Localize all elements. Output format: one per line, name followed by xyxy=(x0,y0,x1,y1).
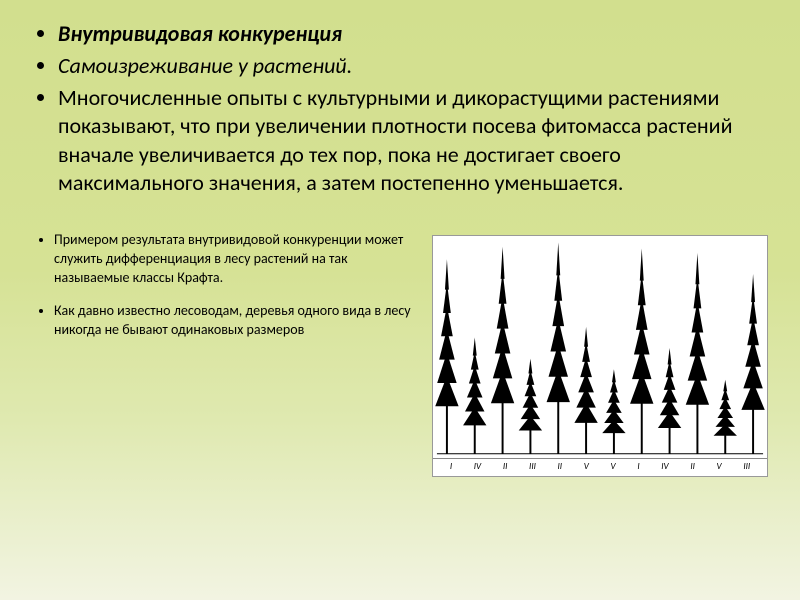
kraft-class-label: I xyxy=(450,461,452,472)
kraft-class-label: IV xyxy=(661,461,668,472)
title-text: Внутривидовая конкуренция xyxy=(58,20,342,47)
small-bullet-2: Как давно известно лесоводам, деревья од… xyxy=(54,302,412,340)
small-bullet-list: Примером результата внутривидовой конкур… xyxy=(32,231,412,339)
kraft-class-label: V xyxy=(584,461,589,472)
kraft-class-label: IV xyxy=(474,461,481,472)
bullet-title: Внутривидовая конкуренция xyxy=(58,20,768,48)
kraft-class-label: II xyxy=(503,461,508,472)
kraft-class-label: II xyxy=(690,461,695,472)
slide-content: Внутривидовая конкуренция Самоизреживани… xyxy=(0,0,800,600)
trees-figure: IIVIIIIIIIVVIIVIIVIII xyxy=(432,235,768,477)
kraft-class-label: I xyxy=(637,461,639,472)
kraft-class-label: III xyxy=(529,461,536,472)
kraft-class-label: II xyxy=(558,461,563,472)
kraft-class-label: V xyxy=(717,461,722,472)
trees-svg xyxy=(433,236,767,458)
body-text: Многочисленные опыты с культурными и дик… xyxy=(58,84,732,195)
trees-group xyxy=(435,242,765,453)
kraft-class-label: III xyxy=(743,461,750,472)
bullet-body: Многочисленные опыты с культурными и дик… xyxy=(58,84,768,197)
main-bullet-list: Внутривидовая конкуренция Самоизреживани… xyxy=(32,20,768,197)
roman-labels-row: IIVIIIIIIIVVIIVIIVIII xyxy=(433,458,767,476)
lower-text-block: Примером результата внутривидовой конкур… xyxy=(32,231,422,477)
lower-row: Примером результата внутривидовой конкур… xyxy=(32,231,768,477)
kraft-class-label: V xyxy=(611,461,616,472)
subtitle-text: Самоизреживание у растений. xyxy=(58,52,352,79)
small-bullet-1: Примером результата внутривидовой конкур… xyxy=(54,231,412,288)
bullet-subtitle: Самоизреживание у растений. xyxy=(58,52,768,80)
